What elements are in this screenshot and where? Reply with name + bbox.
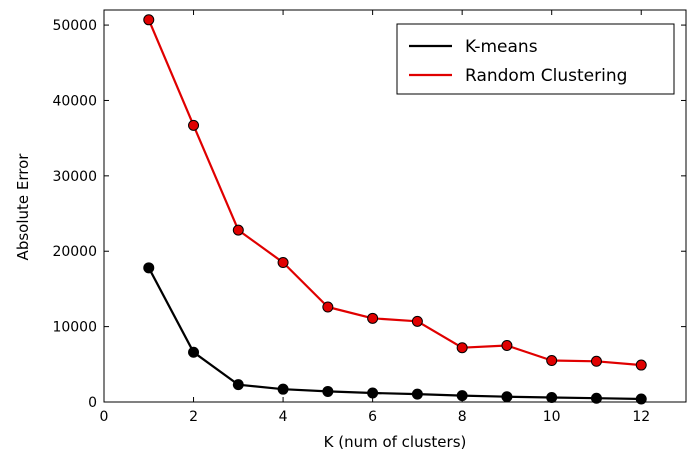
series-layer xyxy=(143,14,647,405)
series-2-point xyxy=(546,355,558,367)
series-1-point xyxy=(322,385,334,397)
legend: K-means Random Clustering xyxy=(396,23,675,95)
legend-label: K-means xyxy=(465,37,538,57)
legend-box xyxy=(396,23,675,95)
plot-frame xyxy=(103,9,687,403)
y-tick-label: 50000 xyxy=(52,18,97,34)
series-1-point xyxy=(277,383,289,395)
y-axis-label: Absolute Error xyxy=(14,153,32,261)
series-2-point xyxy=(590,355,602,367)
x-tick-label: 8 xyxy=(458,409,467,425)
series-2-point xyxy=(143,14,155,26)
x-tick-label: 2 xyxy=(189,409,198,425)
series-1-point xyxy=(411,388,423,400)
series-1-point xyxy=(188,346,200,358)
series-1-point xyxy=(590,392,602,404)
x-tick-label: 10 xyxy=(543,409,561,425)
series-2-point xyxy=(456,342,468,354)
series-2-point xyxy=(367,312,379,324)
series-1-point xyxy=(501,391,513,403)
series-2-point xyxy=(501,339,513,351)
x-axis-label: K (num of clusters) xyxy=(324,433,467,451)
y-tick-label: 20000 xyxy=(52,244,97,260)
y-tick-label: 10000 xyxy=(52,320,97,336)
series-1-point xyxy=(546,391,558,403)
series-1-point xyxy=(143,262,155,274)
series-2-point xyxy=(232,224,244,236)
y-tick-label: 0 xyxy=(88,395,97,411)
series-1-point xyxy=(456,390,468,402)
series-line-2 xyxy=(147,19,642,367)
y-tick-label: 30000 xyxy=(52,169,97,185)
series-1-point xyxy=(635,393,647,405)
legend-label: Random Clustering xyxy=(465,66,627,86)
series-1-point xyxy=(367,387,379,399)
x-tick-label: 12 xyxy=(632,409,650,425)
series-line-1 xyxy=(147,267,642,401)
series-2-point xyxy=(635,359,647,371)
y-tick-label: 40000 xyxy=(52,93,97,109)
x-tick-label: 6 xyxy=(368,409,377,425)
x-tick-label: 0 xyxy=(100,409,109,425)
series-2-point xyxy=(322,301,334,313)
series-2-point xyxy=(277,257,289,269)
series-2-point xyxy=(411,315,423,327)
series-2-point xyxy=(188,119,200,131)
axes: 0 2 4 6 8 10 12 0 10000 20000 30000 40000 50000 xyxy=(52,9,687,425)
x-tick-label: 4 xyxy=(279,409,288,425)
series-1-point xyxy=(232,379,244,391)
